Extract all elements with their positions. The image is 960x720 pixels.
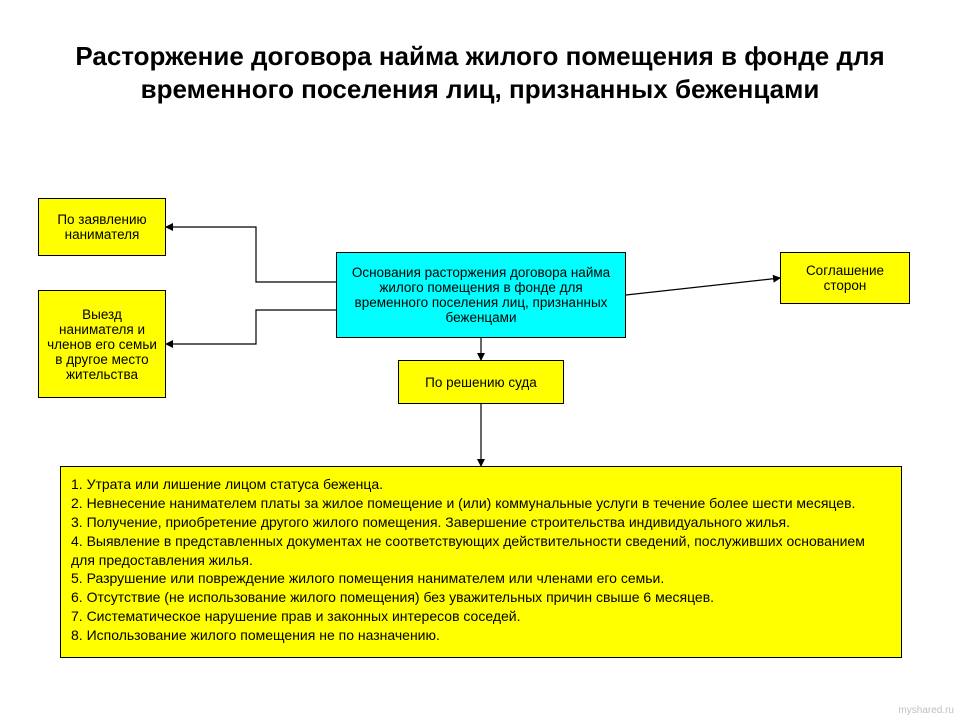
detail-list-item: 2. Невнесение нанимателем платы за жилое… <box>71 494 891 513</box>
detail-list-item: 5. Разрушение или повреждение жилого пом… <box>71 569 891 588</box>
edge <box>166 310 336 344</box>
node-right1-label: Соглашение сторон <box>787 263 903 293</box>
detail-list-item: 4. Выявление в представленных документах… <box>71 532 891 570</box>
node-center-grounds: Основания расторжения договора найма жил… <box>336 252 626 338</box>
detail-list-item: 1. Утрата или лишение лицом статуса беже… <box>71 475 891 494</box>
detail-list-item: 8. Использование жилого помещения не по … <box>71 626 891 645</box>
detail-list-item: 6. Отсутствие (не использование жилого п… <box>71 588 891 607</box>
node-applicant-request: По заявлению нанимателя <box>38 198 166 256</box>
watermark-text: myshared.ru <box>898 705 954 716</box>
node-bottom-label: По решению суда <box>425 375 537 390</box>
edge <box>626 278 780 295</box>
page-title: Расторжение договора найма жилого помеще… <box>20 40 940 105</box>
detail-list-box: 1. Утрата или лишение лицом статуса беже… <box>60 466 902 658</box>
node-move-out: Выезд нанимателя и членов его семьи в др… <box>38 290 166 398</box>
node-court-decision: По решению суда <box>398 360 564 404</box>
node-left2-label: Выезд нанимателя и членов его семьи в др… <box>45 307 159 382</box>
detail-list-item: 7. Систематическое нарушение прав и зако… <box>71 607 891 626</box>
detail-list-item: 3. Получение, приобретение другого жилог… <box>71 513 891 532</box>
node-center-label: Основания расторжения договора найма жил… <box>343 265 619 325</box>
node-agreement: Соглашение сторон <box>780 252 910 304</box>
edge <box>166 227 336 282</box>
node-left1-label: По заявлению нанимателя <box>45 212 159 242</box>
